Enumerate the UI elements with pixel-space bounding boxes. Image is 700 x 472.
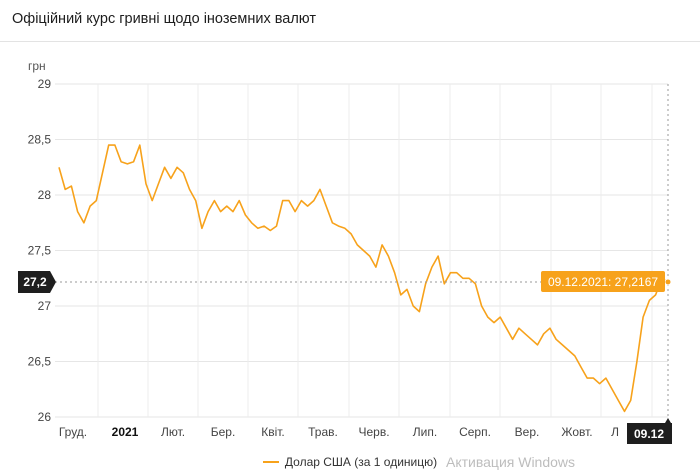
y-value-badge-label: 27,2 — [23, 275, 47, 289]
chart-title: Офіційний курс гривні щодо іноземних вал… — [12, 11, 317, 27]
tooltip-label: 09.12.2021: 27,2167 — [548, 275, 658, 289]
x-tick-label: Серп. — [459, 425, 491, 439]
x-tick-label: Бер. — [211, 425, 236, 439]
chart-header: Офіційний курс гривні щодо іноземних вал… — [0, 0, 700, 42]
chart-legend[interactable]: Долар США (за 1 одиницю) — [0, 454, 700, 470]
x-tick-label: 2021 — [112, 425, 139, 439]
y-tick-label: 26,5 — [28, 355, 52, 369]
tooltip-box — [541, 270, 665, 292]
x-tick-label: Лип. — [413, 425, 437, 439]
x-value-badge — [627, 418, 672, 444]
y-tick-label: 28 — [38, 188, 52, 202]
x-tick-label: Трав. — [308, 425, 338, 439]
usd-rate-line — [58, 144, 669, 413]
x-value-badge-label: 09.12 — [634, 427, 664, 441]
x-tick-label: Черв. — [358, 425, 389, 439]
x-tick-label: Квіт. — [261, 425, 285, 439]
legend-label[interactable]: Долар США (за 1 одиницю) — [284, 455, 438, 469]
y-axis-unit-label: грн — [28, 59, 46, 73]
windows-activation-watermark: Активация Windows — [446, 454, 576, 470]
x-tick-label: Вер. — [515, 425, 540, 439]
x-tick-label: Лют. — [161, 425, 185, 439]
y-tick-label: 28,5 — [28, 133, 52, 147]
exchange-rate-chart[interactable]: грн 29 28,5 28 27,5 27 26,5 26 Груд. 2021 Лют. Бер.… — [0, 42, 700, 452]
y-value-badge — [18, 270, 56, 293]
x-tick-label: Груд. — [59, 425, 87, 439]
y-tick-label: 27 — [38, 299, 52, 313]
x-tick-label: Л — [611, 425, 619, 439]
current-point-marker — [664, 278, 672, 286]
legend-swatch — [262, 461, 279, 463]
x-tick-label: Жовт. — [561, 425, 592, 439]
y-tick-label: 29 — [38, 77, 52, 91]
y-tick-label: 26 — [38, 410, 52, 424]
y-tick-label: 27,5 — [28, 244, 52, 258]
